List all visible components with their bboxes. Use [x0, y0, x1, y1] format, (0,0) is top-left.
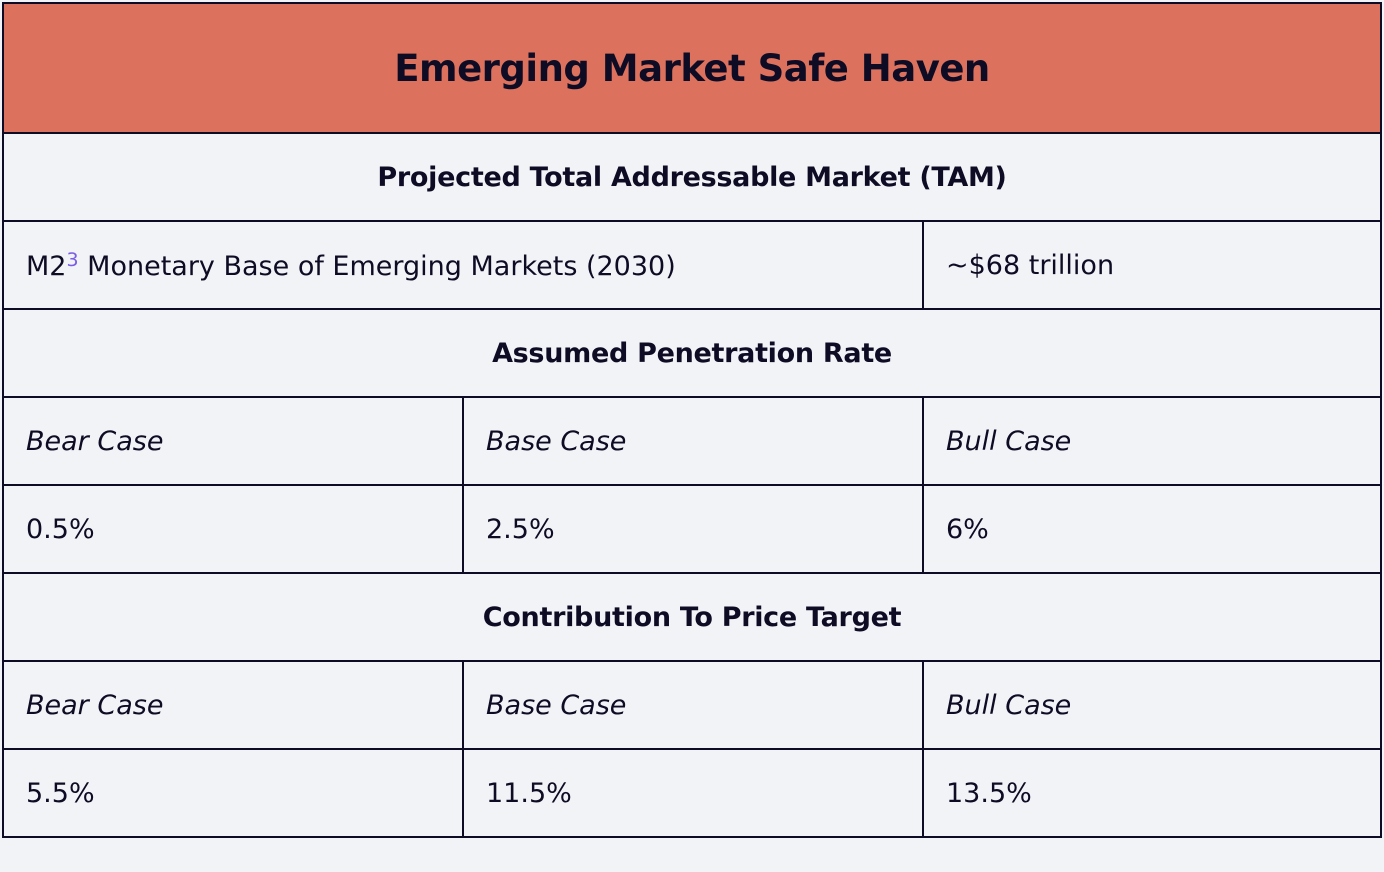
penetration-values-row: 0.5% 2.5% 6% — [2, 484, 1383, 574]
contribution-base-value: 11.5% — [462, 748, 924, 838]
penetration-heading-row: Assumed Penetration Rate — [1, 308, 1383, 398]
tam-value: ~$68 trillion — [921, 220, 1383, 310]
contribution-bull-label: Bull Case — [921, 660, 1383, 750]
tam-label-prefix: M2 — [26, 250, 67, 282]
penetration-bear-label: Bear Case — [2, 396, 464, 486]
table-title: Emerging Market Safe Haven — [1, 2, 1383, 134]
tam-label-suffix: Monetary Base of Emerging Markets (2030) — [78, 250, 676, 282]
contribution-values-row: 5.5% 11.5% 13.5% — [2, 748, 1383, 838]
contribution-bear-label: Bear Case — [2, 660, 464, 750]
penetration-bull-value: 6% — [921, 484, 1383, 574]
contribution-bear-value: 5.5% — [2, 748, 464, 838]
contribution-bull-value: 13.5% — [921, 748, 1383, 838]
safe-haven-table: Emerging Market Safe Haven Projected Tot… — [1, 2, 1383, 838]
title-row: Emerging Market Safe Haven — [1, 2, 1383, 134]
penetration-base-value: 2.5% — [462, 484, 924, 574]
penetration-heading: Assumed Penetration Rate — [1, 308, 1383, 398]
penetration-bear-value: 0.5% — [2, 484, 464, 574]
penetration-base-label: Base Case — [462, 396, 924, 486]
tam-heading: Projected Total Addressable Market (TAM) — [1, 132, 1383, 222]
penetration-cases-row: Bear Case Base Case Bull Case — [2, 396, 1383, 486]
contribution-base-label: Base Case — [462, 660, 924, 750]
footnote-link[interactable]: 3 — [66, 248, 79, 271]
tam-label: M23 Monetary Base of Emerging Markets (2… — [2, 220, 924, 310]
contribution-cases-row: Bear Case Base Case Bull Case — [2, 660, 1383, 750]
tam-row: M23 Monetary Base of Emerging Markets (2… — [2, 220, 1383, 310]
contribution-heading-row: Contribution To Price Target — [1, 572, 1383, 662]
tam-heading-row: Projected Total Addressable Market (TAM) — [1, 132, 1383, 222]
contribution-heading: Contribution To Price Target — [1, 572, 1383, 662]
penetration-bull-label: Bull Case — [921, 396, 1383, 486]
